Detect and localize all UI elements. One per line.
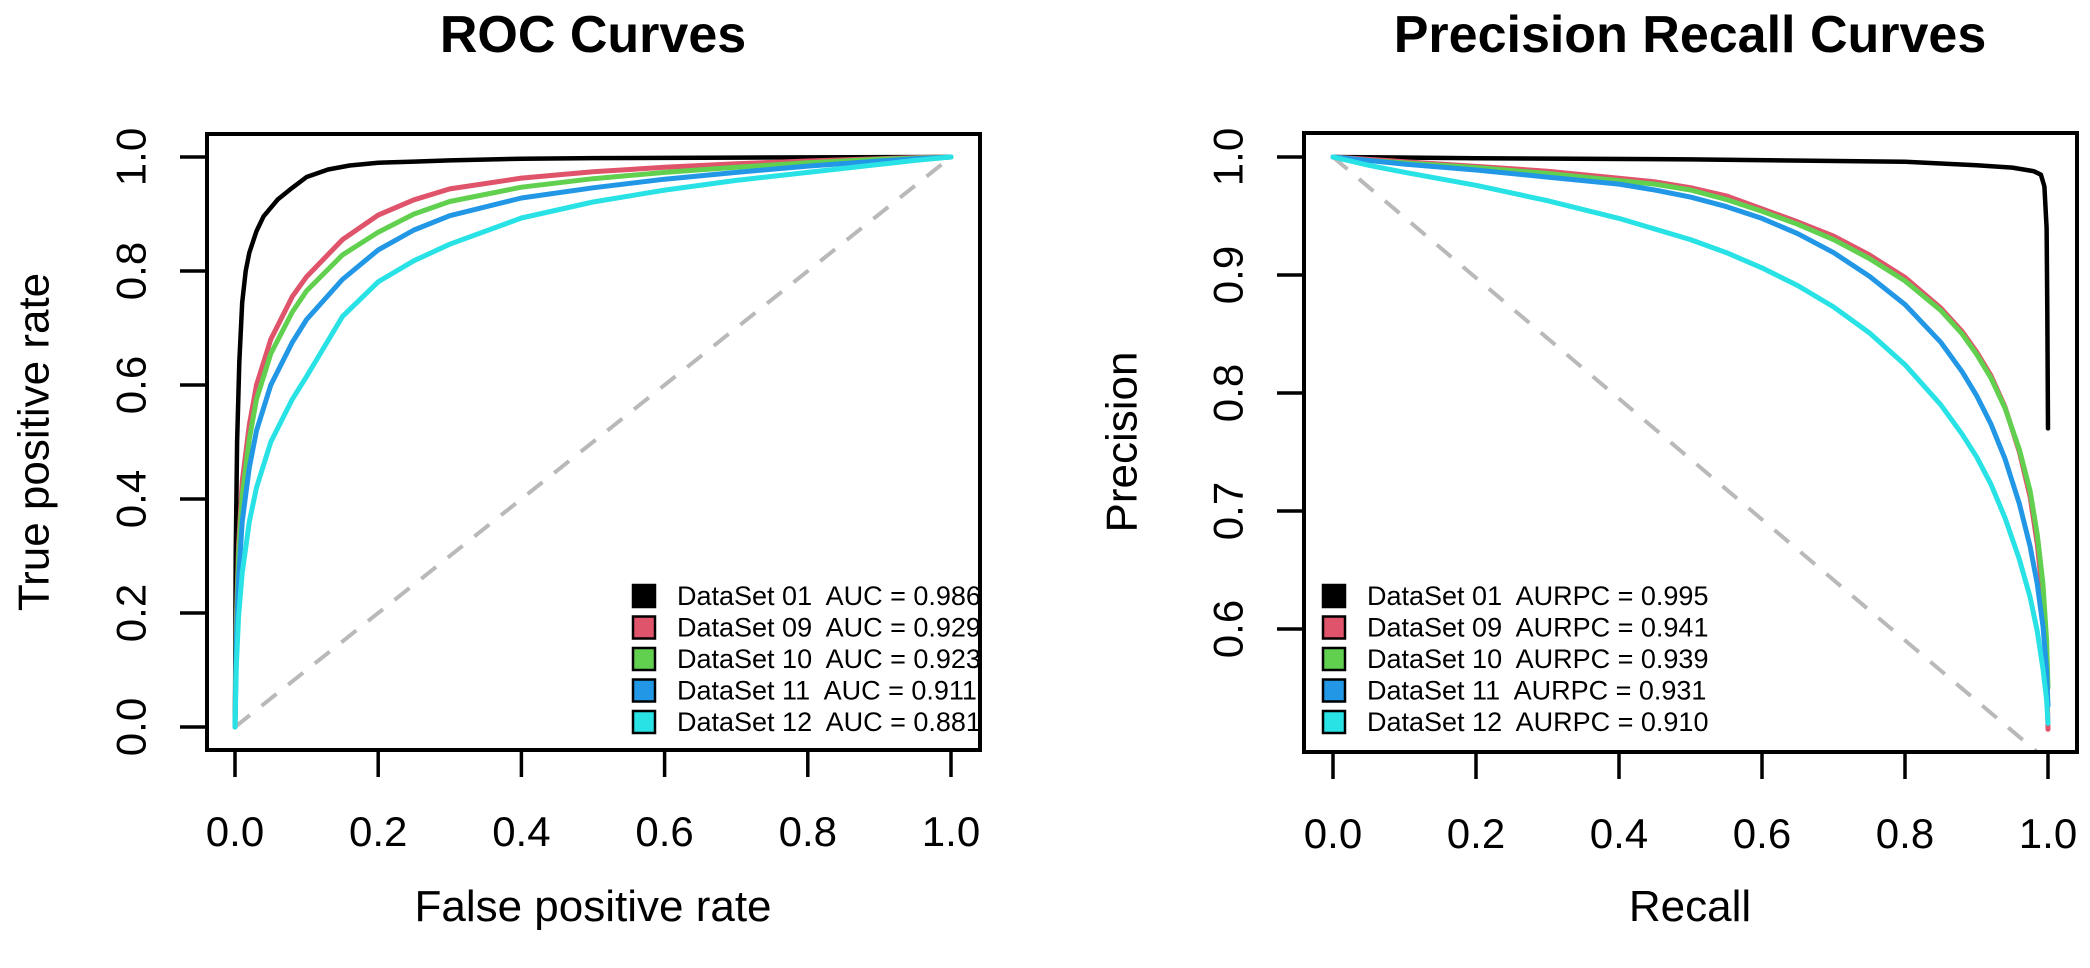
x-tick-label: 0.2 [349,808,407,855]
legend-label-dataset-12: DataSet 12 AUC = 0.881 [677,707,981,737]
legend-swatch-dataset-01 [1321,583,1347,609]
pr-y-axis-title: Precision [1098,352,1147,533]
legend-swatch-dataset-12 [1321,709,1347,735]
x-tick-label: 0.4 [1590,810,1648,857]
legend-label-dataset-10: DataSet 10 AURPC = 0.939 [1367,644,1708,674]
roc-y-axis-title: True positive rate [10,273,59,611]
legend-label-dataset-09: DataSet 09 AURPC = 0.941 [1367,613,1708,643]
x-tick-label: 0.8 [779,808,837,855]
y-tick-label: 1.0 [108,128,155,186]
pr-plot-area: 0.0 0.2 0.4 0.6 0.8 1.0 0.6 0.7 0.8 0.9 1.0 DataSet… [1205,128,2079,857]
legend-label-dataset-11: DataSet 11 AUC = 0.911 [677,676,977,706]
legend-swatch-dataset-11 [631,678,657,703]
legend-label-dataset-01: DataSet 01 AUC = 0.986 [677,581,981,611]
series-line-dataset-11 [232,154,954,730]
legend-swatch-dataset-12 [631,709,657,735]
series-line-dataset-12 [232,154,954,730]
legend-label-dataset-09: DataSet 09 AUC = 0.929 [677,613,981,643]
legend-swatch-dataset-10 [631,646,657,672]
series-line-dataset-01 [232,154,954,730]
y-tick-label: 0.8 [1205,364,1252,422]
y-tick-label: 0.6 [108,356,155,414]
y-tick-label: 0.4 [108,470,155,528]
legend-swatch-dataset-11 [1321,678,1347,703]
legend-label-dataset-11: DataSet 11 AURPC = 0.931 [1367,676,1706,706]
x-tick-label: 0.0 [206,808,264,855]
legend-swatch-dataset-09 [631,615,657,640]
y-tick-label: 1.0 [1205,128,1252,186]
legend-swatch-dataset-10 [1321,646,1347,672]
y-tick-label: 0.0 [108,698,155,756]
legend-label-dataset-10: DataSet 10 AUC = 0.923 [677,644,981,674]
x-tick-label: 0.2 [1447,810,1505,857]
y-tick-label: 0.8 [108,242,155,300]
x-tick-label: 0.0 [1304,810,1362,857]
reference-diagonal-line [233,155,953,729]
roc-plot-area: 0.0 0.2 0.4 0.6 0.8 1.0 0.0 0.2 0.4 0.6 0.8 1.0 Data… [108,128,982,855]
series-line-dataset-12 [1330,154,2051,726]
roc-x-axis-title: False positive rate [414,882,771,931]
roc-panel: ROC Curves False positive rate True posi… [10,6,982,931]
plot-box [1302,131,2079,754]
series-line-dataset-10 [232,154,954,730]
x-tick-label: 0.4 [492,808,550,855]
x-tick-label: 1.0 [922,808,980,855]
y-tick-label: 0.2 [108,584,155,642]
series-line-dataset-11 [1330,154,2051,709]
x-tick-label: 0.6 [635,808,693,855]
x-tick-label: 1.0 [2019,810,2077,857]
precision-recall-panel: Precision Recall Curves Recall Precision… [1045,0,2090,968]
y-tick-label: 0.6 [1205,600,1252,658]
roc-chart-title: ROC Curves [440,6,746,64]
legend-label-dataset-12: DataSet 12 AURPC = 0.910 [1367,707,1708,737]
y-tick-label: 0.7 [1205,482,1252,540]
series-line-dataset-10 [1330,154,2051,691]
legend-label-dataset-01: DataSet 01 AURPC = 0.995 [1367,581,1708,611]
legend-swatch-dataset-09 [1321,615,1347,640]
x-tick-label: 0.6 [1733,810,1791,857]
y-tick-label: 0.9 [1205,246,1252,304]
legend-swatch-dataset-01 [631,583,657,609]
pr-chart-title: Precision Recall Curves [1394,6,1987,64]
pr-x-axis-title: Recall [1629,882,1751,931]
series-line-dataset-01 [1330,154,2051,431]
x-tick-label: 0.8 [1876,810,1934,857]
plot-box [205,132,982,752]
